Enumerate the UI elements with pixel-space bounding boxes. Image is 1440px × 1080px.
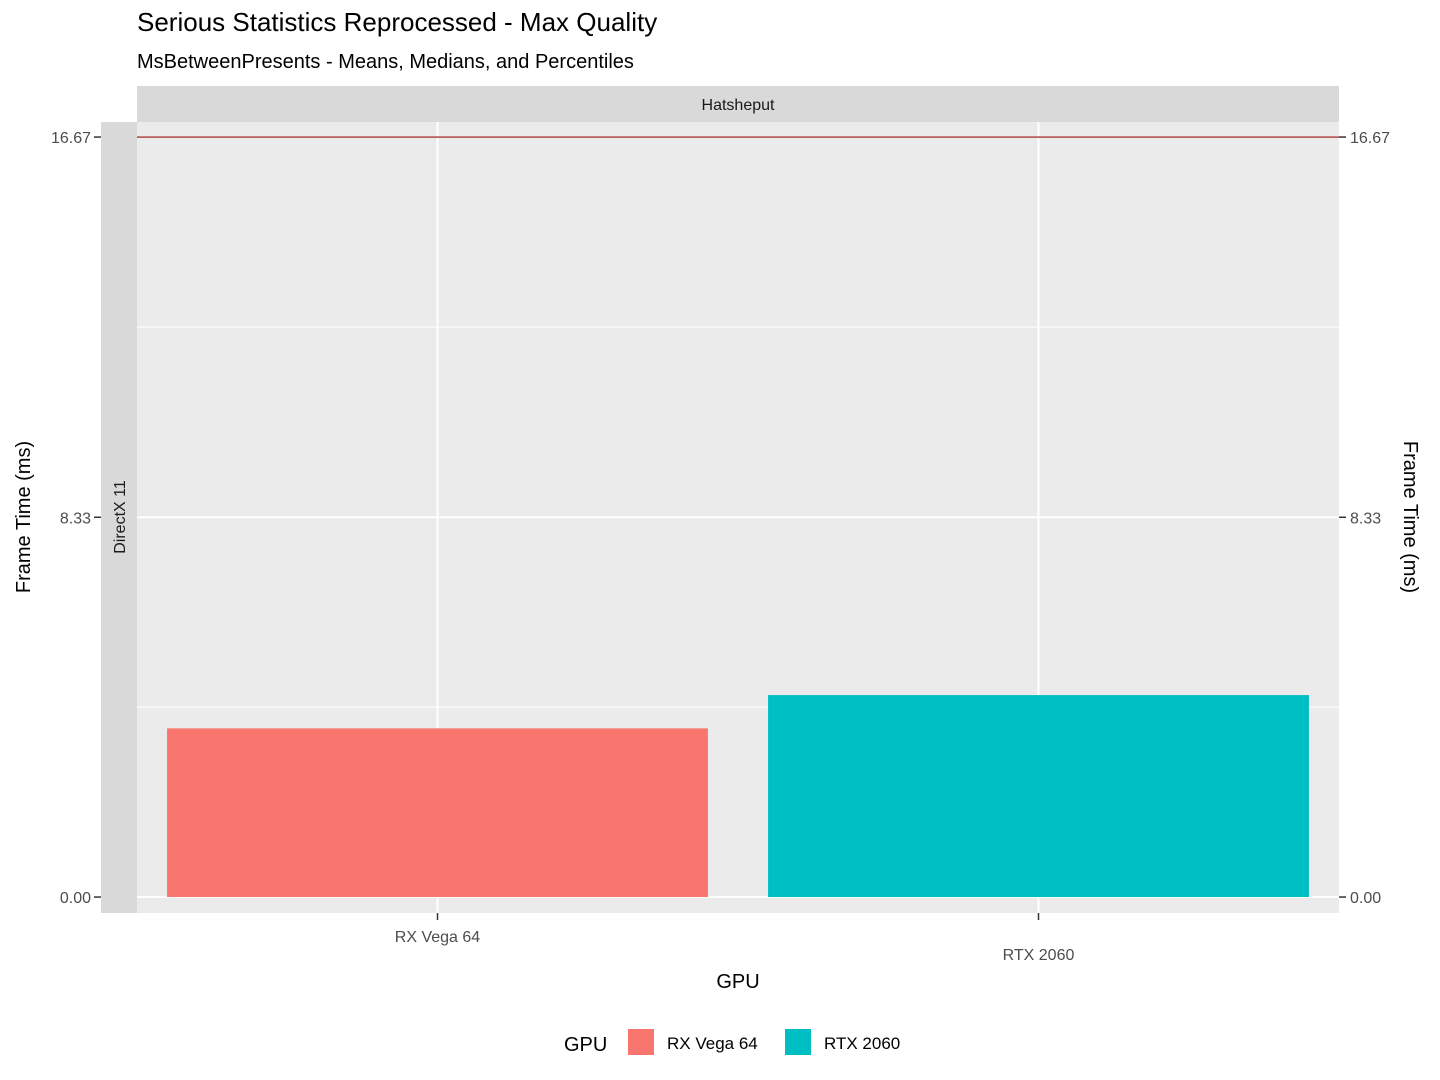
y-tick-label-left: 0.00 — [60, 890, 91, 907]
facet-strip-label-left: DirectX 11 — [112, 480, 129, 554]
y-tick-label-right: 0.00 — [1350, 890, 1381, 907]
x-tick-label: RX Vega 64 — [395, 929, 481, 946]
y-axis-right: 0.00 8.33 16.67 — [1339, 130, 1390, 907]
facet-strip-label-top: Hatsheput — [702, 97, 775, 114]
legend-swatch-rx-vega-64 — [628, 1029, 654, 1055]
y-axis-title-right: Frame Time (ms) — [1399, 441, 1421, 593]
bar-rtx-2060 — [768, 695, 1309, 898]
y-axis-title-left: Frame Time (ms) — [13, 441, 35, 593]
legend-swatch-rtx-2060 — [785, 1029, 811, 1055]
bar-rx-vega-64 — [167, 728, 708, 898]
y-tick-label-right: 16.67 — [1350, 130, 1390, 147]
bars — [167, 695, 1309, 898]
legend: GPU RX Vega 64 RTX 2060 — [564, 1029, 900, 1056]
legend-label-rx-vega-64: RX Vega 64 — [667, 1034, 758, 1053]
chart-subtitle: MsBetweenPresents - Means, Medians, and … — [137, 51, 634, 73]
y-tick-label-left: 16.67 — [51, 130, 91, 147]
facet-strip-left — [101, 122, 137, 913]
x-tick-label: RTX 2060 — [1003, 947, 1075, 964]
chart-title: Serious Statistics Reprocessed - Max Qua… — [137, 7, 657, 37]
x-axis: RX Vega 64 RTX 2060 — [395, 913, 1075, 964]
legend-title: GPU — [564, 1034, 607, 1056]
y-axis-left: 0.00 8.33 16.67 — [51, 130, 101, 907]
legend-label-rtx-2060: RTX 2060 — [824, 1034, 900, 1053]
x-axis-title: GPU — [716, 971, 759, 993]
facet-strip-top — [137, 86, 1339, 122]
y-tick-label-right: 8.33 — [1350, 510, 1381, 527]
y-tick-label-left: 8.33 — [60, 510, 91, 527]
